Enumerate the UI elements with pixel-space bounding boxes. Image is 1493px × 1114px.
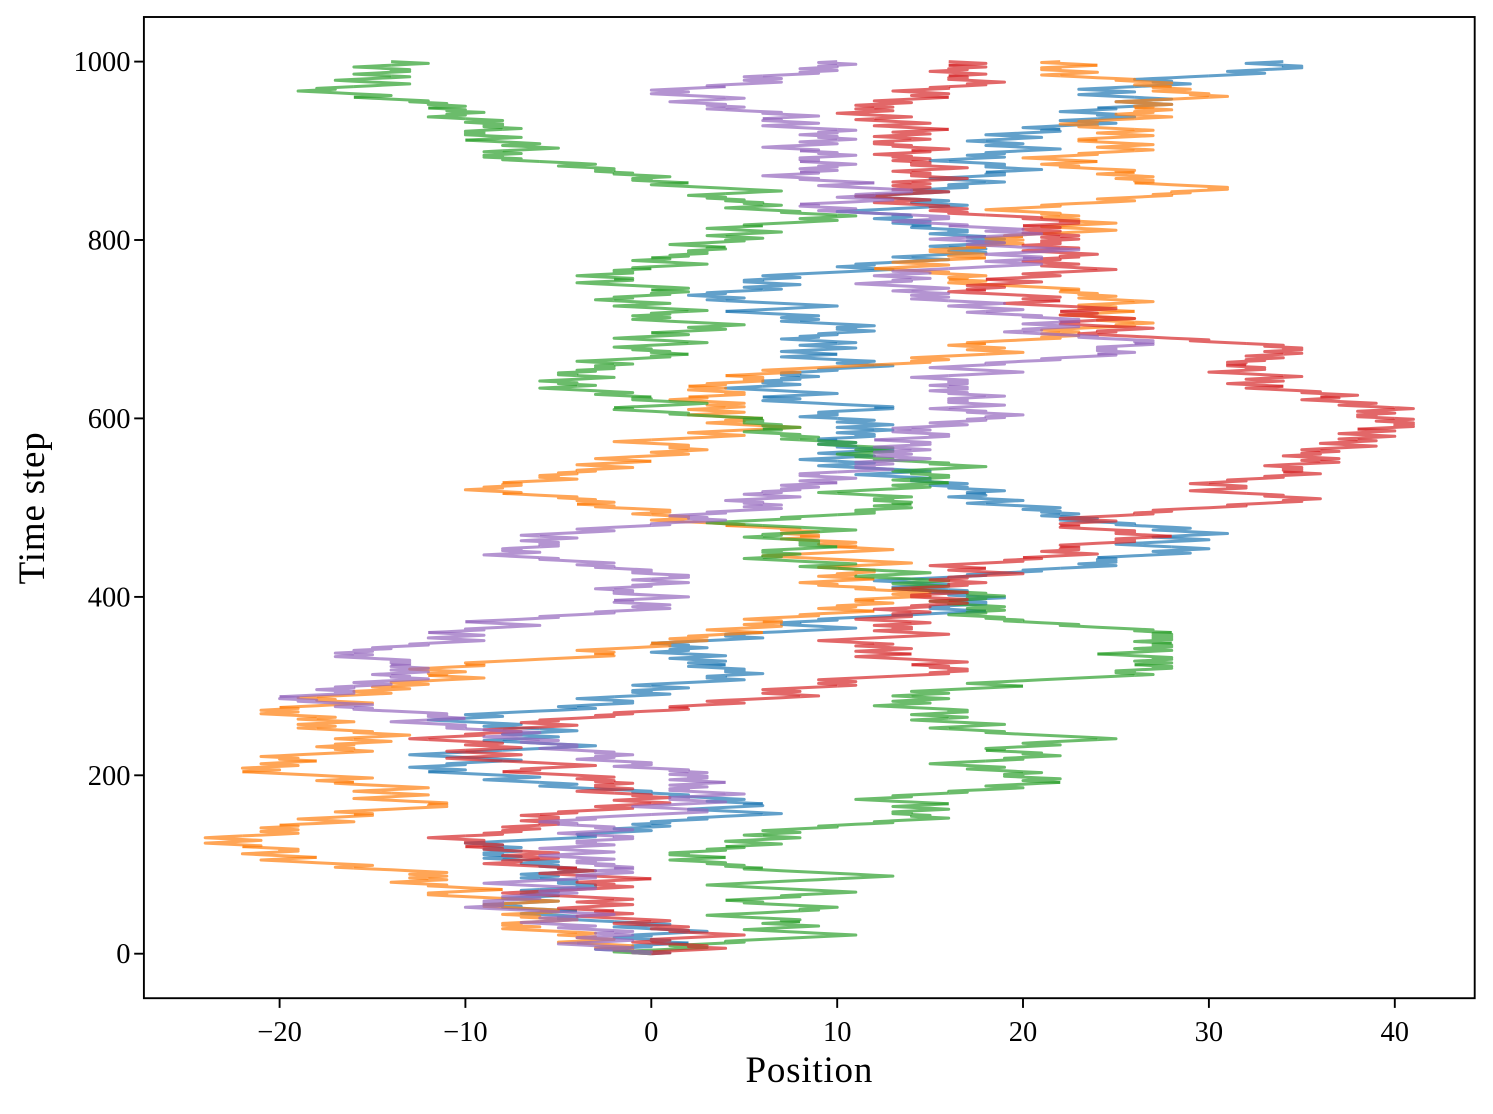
svg-text:Time step: Time step	[12, 431, 53, 584]
svg-text:0: 0	[116, 939, 130, 970]
svg-text:1000: 1000	[74, 47, 131, 78]
svg-text:10: 10	[823, 1017, 852, 1048]
svg-text:200: 200	[88, 761, 131, 792]
svg-text:600: 600	[88, 404, 131, 435]
svg-text:−20: −20	[257, 1017, 302, 1048]
svg-text:0: 0	[644, 1017, 658, 1048]
svg-text:400: 400	[88, 582, 131, 613]
svg-text:20: 20	[1009, 1017, 1038, 1048]
svg-text:40: 40	[1381, 1017, 1410, 1048]
svg-text:800: 800	[88, 226, 131, 257]
svg-text:Position: Position	[745, 1050, 873, 1091]
svg-text:30: 30	[1195, 1017, 1224, 1048]
svg-text:−10: −10	[443, 1017, 488, 1048]
